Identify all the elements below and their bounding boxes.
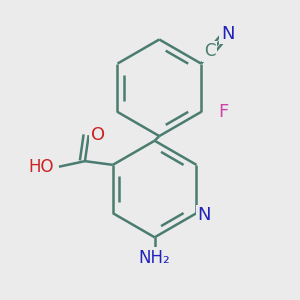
Text: N: N	[221, 25, 234, 43]
Text: N: N	[197, 206, 211, 224]
Text: C: C	[204, 43, 215, 61]
Text: HO: HO	[29, 158, 54, 176]
Text: O: O	[91, 126, 105, 144]
Text: NH₂: NH₂	[139, 249, 170, 267]
Text: F: F	[218, 103, 228, 121]
